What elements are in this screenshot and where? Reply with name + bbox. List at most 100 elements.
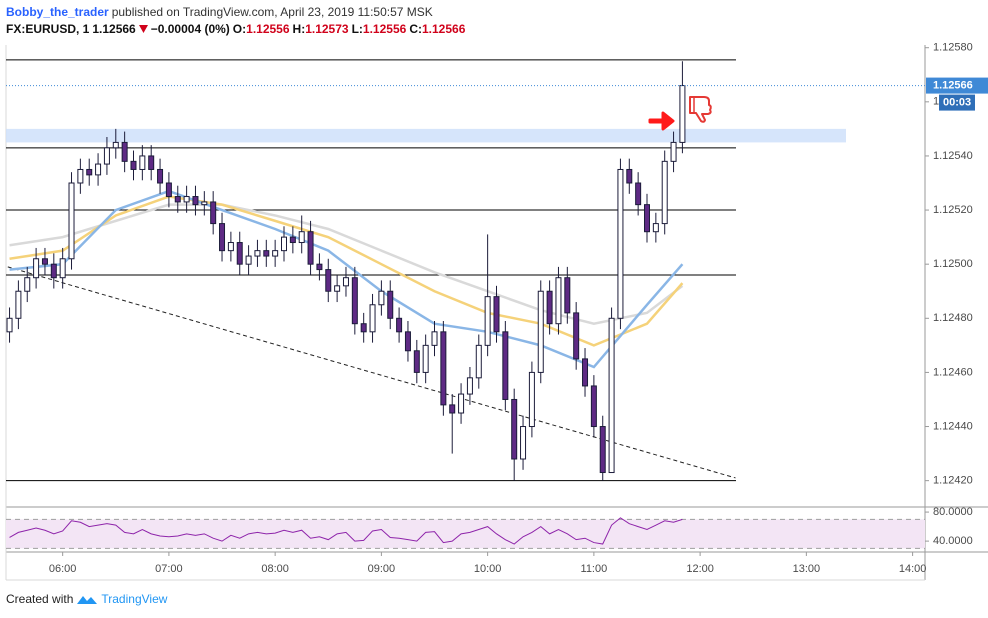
candle-body (103, 147, 110, 165)
candle-body (537, 290, 544, 373)
y-tick-label: 1.12580 (933, 42, 973, 54)
candle-body (679, 85, 686, 143)
candle-body (183, 196, 190, 203)
candle-body (245, 255, 252, 265)
candle-body (573, 312, 580, 360)
candle-body (582, 358, 589, 387)
h-value: 1.12573 (305, 22, 349, 36)
candle-body (68, 182, 75, 260)
x-tick-label: 10:00 (474, 563, 502, 575)
brand[interactable]: TradingView (101, 592, 168, 606)
candle-body (86, 168, 93, 176)
candle-body (201, 201, 208, 206)
y-tick-label: 1.12440 (933, 420, 973, 432)
candle-body (210, 201, 217, 225)
candle-body (422, 344, 429, 373)
candle-body (608, 317, 615, 474)
candle-body (502, 331, 509, 400)
candle-body (511, 398, 518, 460)
candle-body (440, 331, 447, 406)
x-tick-label: 12:00 (686, 563, 714, 575)
candle-body (342, 277, 349, 287)
candle-body (121, 141, 128, 162)
thumbs-down-icon (689, 96, 712, 123)
candle-body (617, 168, 624, 319)
candle-body (431, 331, 438, 346)
candle-body (192, 196, 199, 206)
y-tick-label: 40.0000 (933, 535, 973, 547)
candle-body (661, 160, 668, 225)
candle-body (50, 263, 57, 279)
candle-body (6, 317, 13, 333)
candle-body (281, 236, 288, 252)
footer: Created with TradingView (6, 592, 167, 606)
candle-body (652, 223, 659, 233)
header-line-2: FX:EURUSD, 1 1.12566 −0.00004 (0%) O:1.1… (6, 22, 465, 36)
y-tick-label: 1.12420 (933, 475, 973, 487)
candle-body (316, 263, 323, 271)
candle-body (59, 258, 66, 279)
y-tick-label: 1.12480 (933, 312, 973, 324)
candle-body (325, 269, 332, 292)
candle-body (360, 323, 367, 333)
header-line-1: Bobby_the_trader published on TradingVie… (6, 5, 433, 19)
y-tick-label: 1.12520 (933, 204, 973, 216)
candle-body (396, 317, 403, 333)
y-tick-label: 1.12540 (933, 150, 973, 162)
author: Bobby_the_trader (6, 5, 109, 19)
candle-body (334, 285, 341, 292)
x-tick-label: 13:00 (793, 563, 821, 575)
chart-layer: 1.12420 1.12440 1.12460 1.12480 1.12500 1.125… (6, 42, 988, 575)
created-with: Created with (6, 592, 74, 606)
x-tick-label: 09:00 (368, 563, 396, 575)
candle-body (643, 204, 650, 233)
candle-body (219, 223, 226, 252)
candle-body (254, 250, 261, 257)
candle-body (520, 426, 527, 460)
candle-body (289, 236, 296, 244)
x-tick-label: 08:00 (261, 563, 289, 575)
symbol: FX:EURUSD, 1 (6, 22, 90, 36)
zone (6, 128, 846, 143)
candle-body (449, 404, 456, 414)
last: 1.12566 (92, 22, 136, 36)
candle-body (95, 163, 102, 176)
plot-background (6, 45, 925, 552)
candle-body (466, 377, 473, 395)
y-tick-label: 1.12460 (933, 366, 973, 378)
candle-body (77, 168, 84, 184)
red-arrow (648, 111, 675, 131)
c-label: C: (409, 22, 422, 36)
moving-average (9, 195, 684, 347)
candle-body (369, 304, 376, 333)
candle-body (387, 290, 394, 319)
candle-body (484, 296, 491, 346)
published: published on TradingView.com, April 23, … (111, 5, 433, 19)
change: −0.00004 (0%) (150, 22, 230, 36)
candle-body (670, 141, 677, 162)
candle-body (174, 196, 181, 203)
last-price-label: 1.12566 (933, 79, 973, 91)
h-label: H: (292, 22, 306, 36)
candle-body (351, 277, 358, 325)
y-tick-label: 1.12500 (933, 258, 973, 270)
candle-body (41, 258, 48, 265)
candle-body (15, 290, 22, 319)
candle-body (493, 296, 500, 333)
l-label: L: (351, 22, 363, 36)
candle-body (298, 231, 305, 244)
l-value: 1.12556 (362, 22, 407, 36)
moving-average (9, 203, 684, 325)
x-tick-label: 06:00 (49, 563, 77, 575)
candle-body (112, 141, 119, 149)
logo (77, 596, 98, 604)
candle-body (413, 350, 420, 373)
countdown-box (939, 94, 975, 111)
c-value: 1.12566 (421, 22, 466, 36)
candle-body (130, 160, 137, 170)
candle-body (272, 250, 279, 257)
candle-body (378, 290, 385, 306)
countdown: 00:03 (943, 96, 971, 108)
rsi-line (9, 517, 683, 545)
